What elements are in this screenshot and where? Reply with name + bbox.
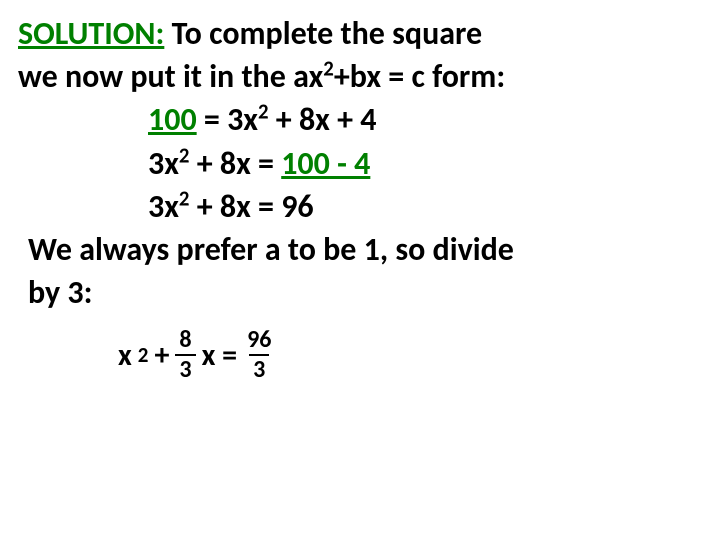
frac2-den: 3 — [249, 354, 269, 382]
intro-line-2: we now put it in the ax2+bx = c form: — [18, 55, 702, 98]
frac1-den: 3 — [175, 354, 195, 382]
note-line-2: by 3: — [18, 271, 702, 314]
final-xeq: x = — [202, 337, 238, 374]
eq2-b: + 8x = — [189, 144, 281, 183]
frac1-num: 8 — [175, 328, 195, 354]
fraction-96-3: 96 3 — [243, 328, 275, 382]
fraction-8-3: 8 3 — [175, 328, 195, 382]
eq1-lhs: 100 — [148, 100, 197, 139]
equation-2: 3x2 + 8x = 100 - 4 — [18, 142, 702, 185]
equation-3: 3x2 + 8x = 96 — [18, 185, 702, 228]
solution-label: SOLUTION: — [18, 14, 164, 53]
intro-part1: To complete the square — [164, 14, 482, 53]
final-plus1: + — [154, 337, 169, 374]
eq3-a: 3x — [148, 187, 179, 226]
eq2-c: 100 - 4 — [281, 144, 370, 183]
equation-1: 100 = 3x2 + 8x + 4 — [18, 98, 702, 141]
final-x: x — [118, 337, 132, 374]
eq2-a: 3x — [148, 144, 179, 183]
eq3-sup: 2 — [179, 185, 190, 211]
intro-line-1: SOLUTION: To complete the square — [18, 12, 702, 55]
final-equation: x2 + 8 3 x = 96 3 — [18, 328, 702, 382]
eq1-rest: + 8x + 4 — [269, 100, 377, 139]
note-line-1: We always prefer a to be 1, so divide — [18, 228, 702, 271]
intro-line2-b: +bx = c form: — [334, 57, 505, 96]
eq1-mid: = 3x — [197, 100, 258, 139]
intro-line2-a: we now put it in the ax — [18, 57, 323, 96]
frac2-num: 96 — [243, 328, 275, 354]
eq2-sup: 2 — [179, 142, 190, 168]
intro-line2-sup: 2 — [323, 56, 334, 82]
eq3-b: + 8x = 96 — [189, 187, 313, 226]
eq1-sup: 2 — [258, 99, 269, 125]
